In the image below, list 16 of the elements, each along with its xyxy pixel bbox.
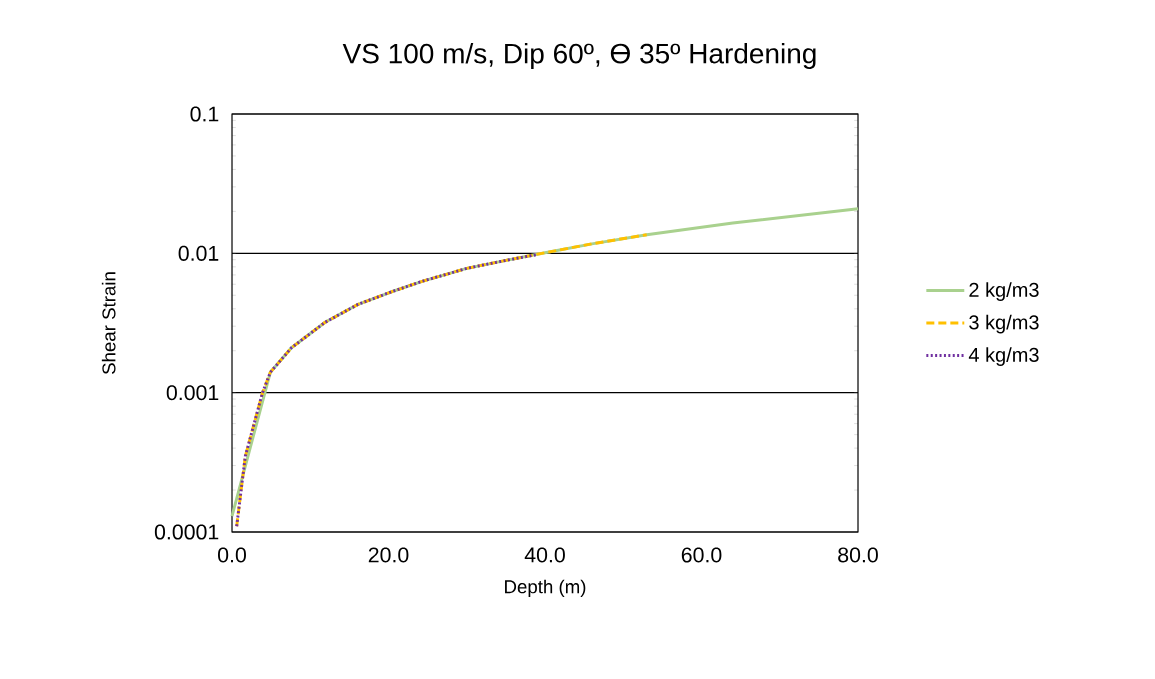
y-tick-label: 0.01 bbox=[178, 245, 219, 261]
x-tick-label: 20.0 bbox=[368, 547, 409, 563]
x-axis-title: Depth (m) bbox=[505, 579, 586, 598]
legend-label: 2 kg/m3 bbox=[969, 282, 1039, 301]
y-tick-label: 0.001 bbox=[166, 385, 219, 401]
x-tick-label: 40.0 bbox=[524, 547, 565, 563]
chart-title: VS 100 m/s, Dip 60º, Ɵ 35º Hardening bbox=[342, 42, 816, 70]
y-tick-label: 0.0001 bbox=[154, 524, 219, 540]
legend-label: 3 kg/m3 bbox=[969, 314, 1039, 334]
legend-label: 4 kg/m3 bbox=[968, 347, 1039, 366]
y-axis-title: Shear Strain bbox=[101, 272, 116, 375]
x-tick-label: 0.0 bbox=[218, 547, 246, 563]
y-tick-label: 0.1 bbox=[190, 106, 219, 122]
line-series bbox=[235, 253, 539, 528]
x-tick-label: 80.0 bbox=[838, 547, 878, 563]
x-tick-label: 60.0 bbox=[681, 547, 722, 563]
